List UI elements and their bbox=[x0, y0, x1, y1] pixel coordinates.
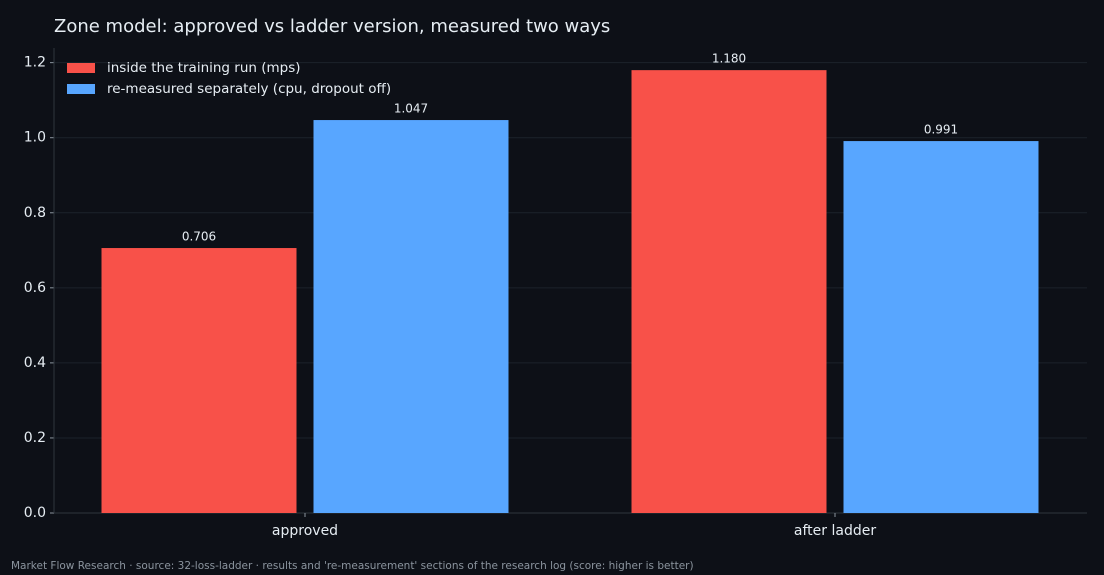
chart-title: Zone model: approved vs ladder version, … bbox=[54, 16, 610, 37]
y-tick-label: 1.0 bbox=[24, 130, 46, 146]
value-label: 1.180 bbox=[712, 52, 746, 66]
footer: Market Flow Research · source: 32-loss-l… bbox=[11, 560, 694, 572]
bar bbox=[101, 248, 297, 513]
y-tick-label: 0.8 bbox=[24, 205, 46, 221]
bar bbox=[313, 120, 509, 514]
legend-swatch bbox=[67, 63, 95, 73]
value-label: 0.991 bbox=[924, 123, 958, 137]
legend-swatch bbox=[67, 84, 95, 94]
y-tick-label: 0.0 bbox=[24, 505, 46, 521]
y-tick-label: 0.2 bbox=[24, 430, 46, 446]
x-tick-label: approved bbox=[272, 523, 338, 539]
value-label: 0.706 bbox=[182, 230, 216, 244]
bar bbox=[843, 141, 1039, 513]
value-label: 1.047 bbox=[394, 102, 428, 116]
y-tick-label: 0.6 bbox=[24, 280, 46, 296]
legend-label: inside the training run (mps) bbox=[107, 60, 301, 76]
bar bbox=[631, 70, 827, 514]
x-tick-label: after ladder bbox=[794, 523, 876, 539]
y-tick-label: 0.4 bbox=[24, 355, 46, 371]
y-tick-label: 1.2 bbox=[24, 55, 46, 71]
legend-label: re-measured separately (cpu, dropout off… bbox=[107, 81, 391, 97]
